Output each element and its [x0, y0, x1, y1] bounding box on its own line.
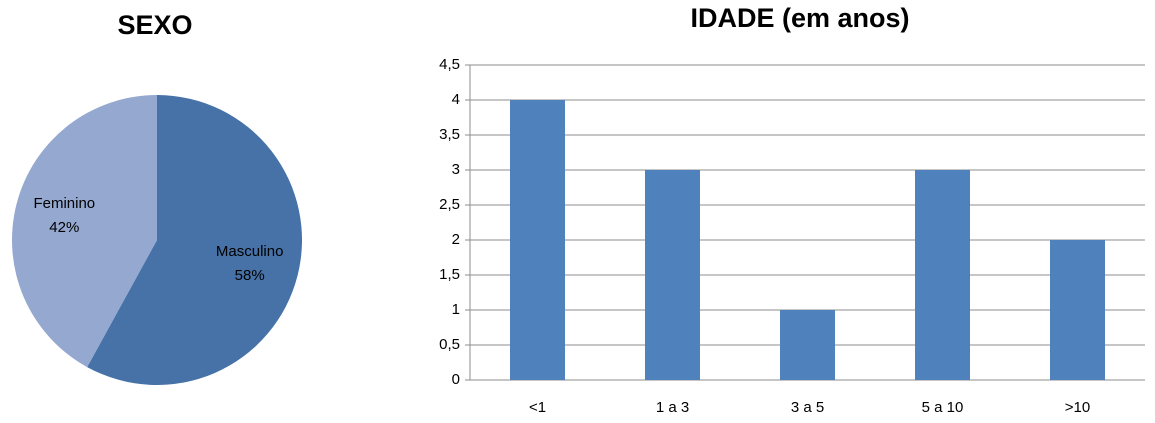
y-tick-label: 3 [452, 161, 460, 178]
y-tick-label: 1,5 [439, 266, 460, 283]
y-tick-label: 0 [452, 371, 460, 388]
x-tick-label: 5 a 10 [922, 399, 964, 416]
slice-label: Feminino [33, 195, 95, 212]
x-tick-label: >10 [1065, 399, 1090, 416]
y-tick-label: 4 [452, 91, 460, 108]
y-tick-label: 2 [452, 231, 460, 248]
bar [780, 310, 835, 380]
y-tick-label: 3,5 [439, 126, 460, 143]
y-tick-label: 2,5 [439, 196, 460, 213]
slice-label: Masculino [216, 243, 284, 260]
x-tick-label: 1 a 3 [656, 399, 689, 416]
slice-value-label: 58% [235, 267, 265, 284]
x-tick-label: 3 a 5 [791, 399, 824, 416]
y-tick-label: 1 [452, 301, 460, 318]
bar [1050, 240, 1105, 380]
bar [915, 170, 970, 380]
y-tick-label: 4,5 [439, 56, 460, 73]
pie-slice [11, 95, 157, 368]
pie-title: SEXO [117, 10, 192, 40]
slice-value-label: 42% [49, 219, 79, 236]
y-tick-label: 0,5 [439, 336, 460, 353]
pie-slice [87, 95, 302, 385]
bar [510, 100, 565, 380]
x-tick-label: <1 [529, 399, 546, 416]
bar-title: IDADE (em anos) [690, 3, 909, 33]
bar [645, 170, 700, 380]
